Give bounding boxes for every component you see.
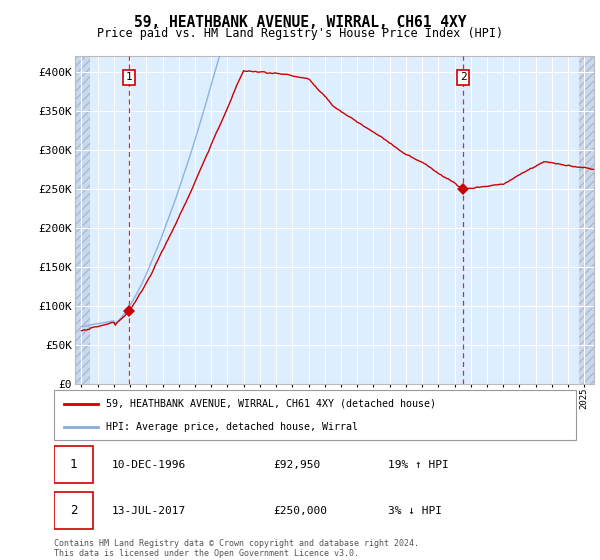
Text: 13-JUL-2017: 13-JUL-2017 bbox=[112, 506, 185, 516]
Text: 2: 2 bbox=[70, 504, 77, 517]
Text: 3% ↓ HPI: 3% ↓ HPI bbox=[388, 506, 442, 516]
Text: 59, HEATHBANK AVENUE, WIRRAL, CH61 4XY: 59, HEATHBANK AVENUE, WIRRAL, CH61 4XY bbox=[134, 15, 466, 30]
Text: Price paid vs. HM Land Registry's House Price Index (HPI): Price paid vs. HM Land Registry's House … bbox=[97, 27, 503, 40]
Bar bbox=[75, 56, 89, 384]
Text: HPI: Average price, detached house, Wirral: HPI: Average price, detached house, Wirr… bbox=[106, 422, 358, 432]
Text: Contains HM Land Registry data © Crown copyright and database right 2024.
This d: Contains HM Land Registry data © Crown c… bbox=[54, 539, 419, 558]
Text: 2: 2 bbox=[460, 72, 466, 82]
Text: 59, HEATHBANK AVENUE, WIRRAL, CH61 4XY (detached house): 59, HEATHBANK AVENUE, WIRRAL, CH61 4XY (… bbox=[106, 399, 436, 409]
Text: 1: 1 bbox=[126, 72, 133, 82]
Text: 10-DEC-1996: 10-DEC-1996 bbox=[112, 460, 185, 470]
Text: £250,000: £250,000 bbox=[273, 506, 327, 516]
Text: 1: 1 bbox=[70, 458, 77, 471]
Text: 19% ↑ HPI: 19% ↑ HPI bbox=[388, 460, 449, 470]
Bar bbox=[580, 56, 596, 384]
Text: £92,950: £92,950 bbox=[273, 460, 320, 470]
FancyBboxPatch shape bbox=[54, 492, 93, 529]
Bar bbox=[580, 56, 596, 384]
FancyBboxPatch shape bbox=[54, 446, 93, 483]
Bar bbox=[75, 56, 89, 384]
FancyBboxPatch shape bbox=[54, 390, 576, 440]
